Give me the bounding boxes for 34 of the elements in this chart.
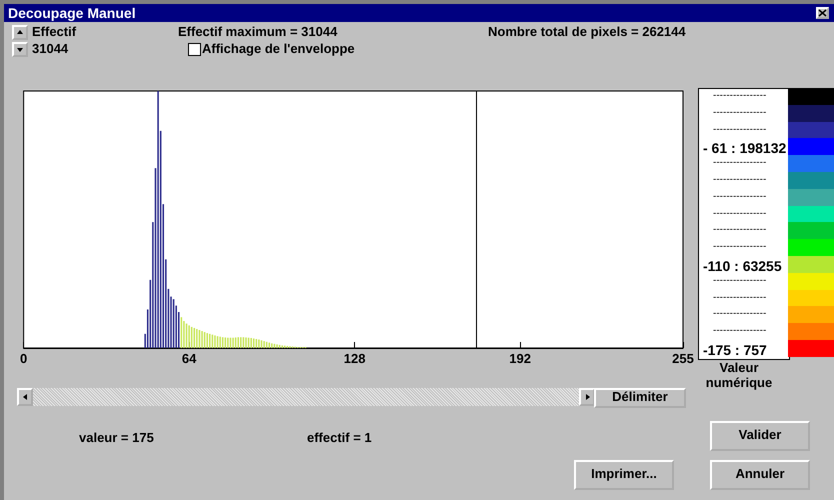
- text: - 61 : 198132: [703, 140, 786, 156]
- text: effectif = 1: [307, 430, 372, 445]
- text: Valider: [710, 421, 810, 451]
- text: ----------------: [713, 174, 766, 185]
- text: ----------------: [713, 224, 766, 236]
- text: ----------------: [713, 274, 766, 286]
- text: Imprimer...: [574, 460, 674, 490]
- text: 31044: [32, 41, 68, 56]
- x-tick-label: 0: [20, 351, 28, 366]
- text: ----------------: [713, 208, 766, 219]
- text: Délimiter: [594, 388, 686, 408]
- text: Annuler: [710, 460, 810, 490]
- text: ----------------: [713, 106, 766, 118]
- text: ----------------: [713, 241, 766, 252]
- text: ----------------: [713, 190, 766, 202]
- text: ----------------: [713, 90, 766, 101]
- text: Affichage de l'enveloppe: [202, 41, 355, 56]
- text: Nombre total de pixels = 262144: [488, 24, 686, 39]
- text: ----------------: [713, 292, 766, 303]
- chart-title: Decoupage Manuel: [8, 5, 136, 21]
- x-tick-label: 64: [182, 351, 198, 366]
- x-tick-label: 128: [344, 351, 366, 366]
- text: ----------------: [713, 308, 766, 320]
- x-axis-title: Valeur numérique: [704, 360, 774, 390]
- text: -110 : 63255: [703, 258, 782, 274]
- text: ----------------: [713, 157, 766, 168]
- x-tick-label: 192: [509, 351, 531, 366]
- text: Effectif maximum = 31044: [178, 24, 338, 39]
- text: Effectif: [32, 24, 76, 39]
- text: ----------------: [713, 325, 766, 336]
- text: ----------------: [713, 124, 766, 135]
- x-tick-label: 255: [672, 351, 694, 366]
- text: valeur = 175: [79, 430, 154, 445]
- text: -175 : 757: [703, 342, 767, 358]
